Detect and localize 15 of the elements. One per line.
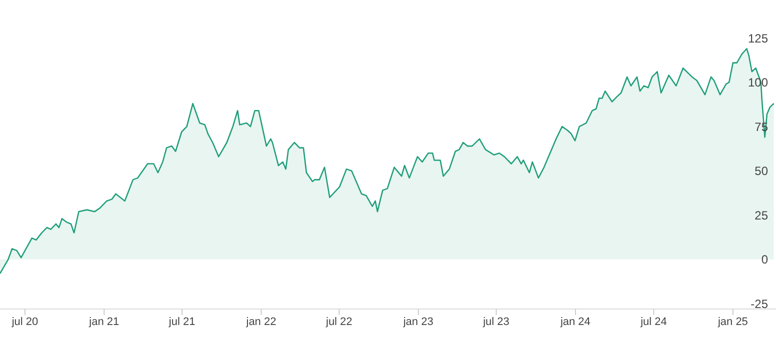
x-tick-label: jan 21 [88,316,120,328]
y-tick-label: 0 [761,252,768,267]
x-tick-label: jul 23 [482,316,510,328]
x-tick-label: jul 20 [10,316,38,328]
y-tick-label: -25 [750,296,768,311]
x-tick-label: jul 21 [168,316,196,328]
y-tick-label: 125 [748,31,768,46]
x-tick-label: jul 22 [325,316,352,328]
x-tick-label: jan 24 [559,316,590,328]
x-tick-label: jan 25 [716,316,748,328]
y-tick-label: 25 [754,208,768,222]
x-tick-label: jan 23 [402,316,434,328]
x-tick-label: jul 24 [640,316,667,328]
y-tick-label: 50 [754,164,768,178]
x-tick-label: jan 22 [245,316,276,328]
